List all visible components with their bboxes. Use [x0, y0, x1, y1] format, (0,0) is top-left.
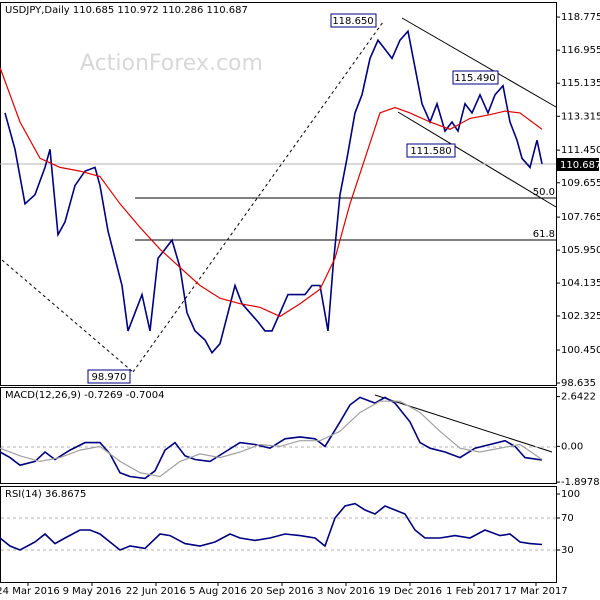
annotation: 118.650 [332, 16, 373, 27]
y-tick-label: 100 [561, 489, 580, 500]
channel-line [401, 17, 557, 108]
y-tick-label: -1.8978 [561, 477, 600, 488]
y-tick-label: 107.765 [561, 212, 600, 223]
x-tick-label: 19 Dec 2016 [378, 586, 442, 597]
series-line [4, 29, 543, 355]
y-tick-label: 116.955 [561, 45, 600, 56]
y-tick-label: 113.315 [561, 111, 600, 122]
annotation-box [330, 13, 377, 28]
series-line [0, 67, 543, 318]
x-tick-label: 1 Feb 2017 [446, 586, 502, 597]
panel-title: MACD(12,26,9) -0.7269 -0.7004 [5, 390, 165, 401]
y-tick-label: 2.6422 [561, 392, 596, 403]
chart-title: USDJPY,Daily 110.685 110.972 110.286 110… [5, 5, 248, 16]
y-tick-label: 0.00 [561, 441, 583, 452]
x-tick-label: 17 Mar 2017 [504, 586, 567, 597]
rsi-panel [0, 486, 557, 583]
y-tick-label: 105.950 [561, 245, 600, 256]
y-tick-label: 115.135 [561, 78, 600, 89]
x-tick-label: 24 Mar 2016 [0, 586, 60, 597]
y-tick-label: 118.775 [561, 12, 600, 23]
series-line [0, 396, 543, 480]
annotation: 50.0 [533, 187, 555, 198]
price-panel [0, 2, 557, 386]
y-tick-label: 30 [561, 545, 574, 556]
y-tick-label: 109.655 [561, 178, 600, 189]
y-tick-label: 98.635 [561, 378, 596, 389]
watermark: ActionForex.com [80, 51, 263, 76]
x-tick-label: 5 Aug 2016 [189, 586, 247, 597]
macd-panel [0, 387, 557, 484]
y-tick-label: 70 [561, 513, 574, 524]
annotation-box [87, 369, 131, 384]
last-price-label: 110.687 [560, 160, 600, 171]
panel-title: RSI(14) 36.8675 [5, 489, 86, 500]
annotation: 98.970 [92, 372, 127, 383]
channel-line [397, 111, 557, 208]
series-line [0, 400, 543, 478]
x-tick-label: 9 May 2016 [63, 586, 122, 597]
x-tick-label: 3 Nov 2016 [317, 586, 375, 597]
annotation-box [452, 70, 499, 85]
annotation: 61.8 [533, 229, 555, 240]
series-line [0, 502, 543, 551]
annotation: 111.580 [410, 146, 451, 157]
y-tick-label: 102.325 [561, 311, 600, 322]
x-tick-label: 20 Sep 2016 [250, 586, 313, 597]
macd-trend-line [374, 394, 553, 453]
annotation-box [406, 143, 456, 158]
trend-line [1, 259, 134, 373]
y-tick-label: 104.135 [561, 278, 600, 289]
y-tick-label: 111.450 [561, 145, 600, 156]
last-price-box [557, 158, 599, 171]
y-tick-label: 100.450 [561, 345, 600, 356]
annotation: 115.490 [454, 73, 495, 84]
x-tick-label: 22 Jun 2016 [126, 586, 186, 597]
